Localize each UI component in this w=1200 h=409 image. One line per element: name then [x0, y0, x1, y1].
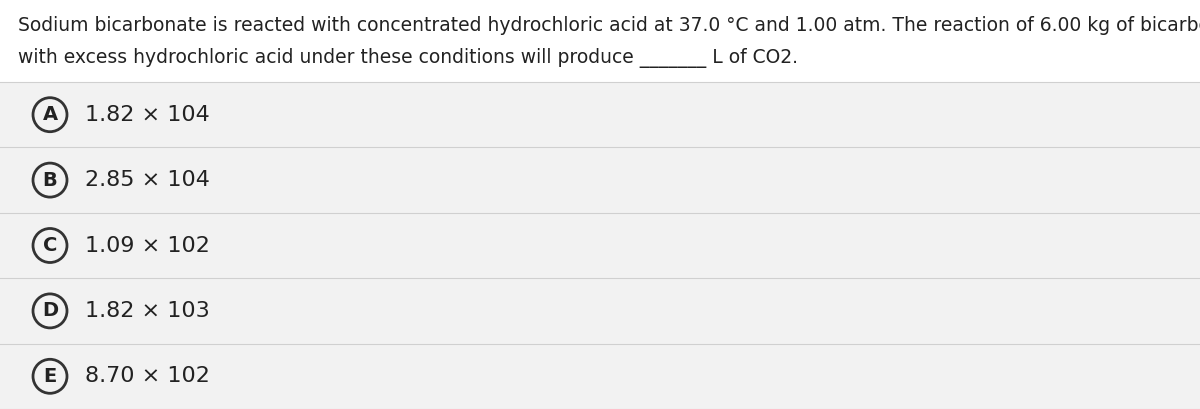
FancyBboxPatch shape [0, 278, 1200, 344]
Text: E: E [43, 367, 56, 386]
Text: 1.09 × 102: 1.09 × 102 [85, 236, 210, 256]
Text: C: C [43, 236, 58, 255]
Text: with excess hydrochloric acid under these conditions will produce _______ L of C: with excess hydrochloric acid under thes… [18, 48, 798, 68]
FancyBboxPatch shape [0, 82, 1200, 147]
Text: B: B [43, 171, 58, 190]
Text: 2.85 × 104: 2.85 × 104 [85, 170, 210, 190]
FancyBboxPatch shape [0, 344, 1200, 409]
Text: 8.70 × 102: 8.70 × 102 [85, 366, 210, 386]
Text: 1.82 × 103: 1.82 × 103 [85, 301, 210, 321]
FancyBboxPatch shape [0, 0, 1200, 82]
FancyBboxPatch shape [0, 213, 1200, 278]
Text: A: A [42, 105, 58, 124]
FancyBboxPatch shape [0, 147, 1200, 213]
Text: Sodium bicarbonate is reacted with concentrated hydrochloric acid at 37.0 °C and: Sodium bicarbonate is reacted with conce… [18, 16, 1200, 35]
Text: 1.82 × 104: 1.82 × 104 [85, 105, 210, 125]
Text: D: D [42, 301, 58, 320]
